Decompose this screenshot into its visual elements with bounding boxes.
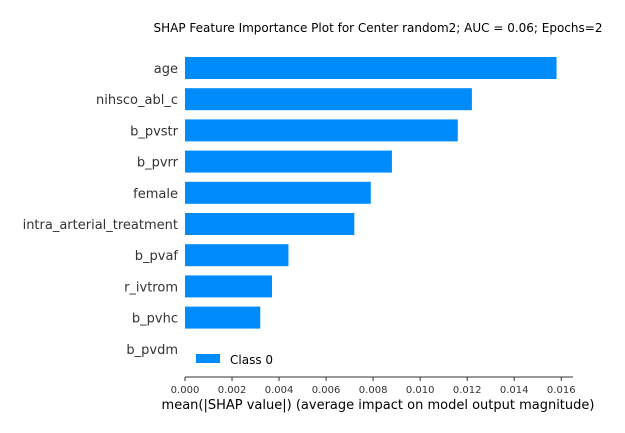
bars-group [185, 57, 557, 329]
bar-nihsco-abl-c [185, 88, 472, 111]
feature-label: nihsco_abl_c [96, 93, 178, 108]
x-tick-label: 0.016 [547, 385, 576, 396]
x-tick-label: 0.000 [171, 385, 200, 396]
feature-label: intra_arterial_treatment [23, 218, 178, 233]
feature-label: female [133, 187, 178, 202]
x-tick-label: 0.002 [218, 385, 247, 396]
feature-label: b_pvstr [130, 124, 179, 139]
bar-r-ivtrom [185, 275, 273, 298]
x-tick-label: 0.008 [359, 385, 388, 396]
x-tick-label: 0.014 [500, 385, 529, 396]
feature-label: b_pvdm [126, 343, 178, 358]
bar-b-pvstr [185, 119, 458, 142]
feature-label: b_pvaf [135, 249, 179, 264]
feature-label: b_pvrr [137, 156, 179, 171]
x-tick-label: 0.006 [312, 385, 341, 396]
bar-female [185, 181, 371, 204]
legend-swatch [196, 354, 220, 363]
x-ticks-group: 0.000 0.002 0.004 0.006 0.008 0.010 0.012 0.014… [171, 377, 576, 396]
x-tick-label: 0.010 [406, 385, 435, 396]
legend-label: Class 0 [230, 353, 273, 367]
bar-b-pvaf [185, 244, 289, 267]
bar-age [185, 57, 557, 79]
feature-label: age [154, 62, 178, 77]
bar-b-pvrr [185, 150, 392, 173]
x-axis-label: mean(|SHAP value|) (average impact on mo… [162, 398, 595, 413]
x-tick-label: 0.004 [265, 385, 294, 396]
feature-label: r_ivtrom [124, 280, 178, 295]
x-tick-label: 0.012 [453, 385, 482, 396]
feature-label: b_pvhc [132, 312, 178, 327]
bar-intra-arterial-treatment [185, 213, 355, 235]
bar-b-pvhc [185, 306, 261, 329]
legend: Class 0 [196, 353, 273, 367]
chart-title: SHAP Feature Importance Plot for Center … [154, 21, 603, 35]
